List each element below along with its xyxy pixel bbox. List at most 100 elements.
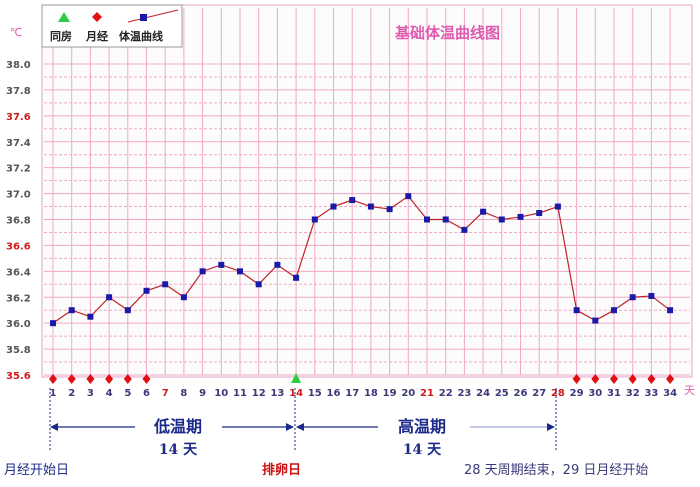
x-tick-label: 11 (233, 388, 247, 399)
x-tick-label: 17 (345, 388, 359, 399)
menstruation-diamond-icon (647, 374, 656, 384)
y-tick-label: 36.0 (6, 319, 31, 330)
x-unit-label: 天 (684, 384, 695, 397)
x-tick-label: 27 (532, 388, 546, 399)
arrow-left-icon (296, 423, 304, 431)
legend-label-intercourse: 同房 (50, 29, 72, 43)
y-tick-label: 36.4 (6, 267, 31, 278)
legend-line-icon (127, 9, 179, 23)
temperature-polyline (52, 195, 671, 324)
y-tick-label: 36.2 (6, 293, 31, 304)
x-tick-label: 4 (106, 388, 113, 399)
x-tick-label: 25 (495, 388, 509, 399)
intercourse-markers (291, 373, 302, 383)
temperature-points (50, 193, 674, 327)
temperature-line (52, 195, 671, 324)
x-tick-label: 2 (68, 388, 75, 399)
temperature-point (667, 307, 674, 314)
menstruation-diamond-icon (591, 374, 600, 384)
x-tick-label: 30 (588, 388, 602, 399)
x-tick-label: 14 (289, 388, 303, 399)
intercourse-triangle-icon (291, 373, 302, 383)
x-tick-label: 6 (143, 388, 150, 399)
temperature-point (255, 281, 262, 288)
temperature-point (573, 307, 580, 314)
temperature-point (554, 203, 561, 210)
ovulation-note: 排卵日 (262, 462, 301, 478)
temperature-point (629, 294, 636, 301)
x-tick-label: 9 (199, 388, 206, 399)
x-tick-label: 3 (87, 388, 94, 399)
y-tick-label: 35.6 (6, 371, 31, 382)
menstruation-diamond-icon (67, 374, 76, 384)
temperature-point (68, 307, 75, 314)
x-tick-label: 24 (476, 388, 490, 399)
temperature-point (442, 216, 449, 223)
menstruation-diamond-icon (572, 374, 581, 384)
temperature-point (162, 281, 169, 288)
menstruation-diamond-icon (123, 374, 132, 384)
temperature-point (536, 210, 543, 217)
legend-label-temperature: 体温曲线 (119, 29, 163, 43)
menstruation-diamond-icon (666, 374, 675, 384)
temperature-point (648, 292, 655, 299)
phase-annotations: 低温期 14 天 高温期 14 天 月经开始日 排卵日 28 天周期结束，29 … (4, 388, 648, 478)
menstruation-markers (49, 374, 675, 384)
low-phase-duration: 14 天 (159, 442, 198, 458)
x-tick-label: 5 (124, 388, 131, 399)
temperature-point (218, 261, 225, 268)
period-start-note: 月经开始日 (4, 463, 69, 478)
x-tick-label: 32 (626, 388, 640, 399)
x-tick-label: 15 (308, 388, 322, 399)
grid (44, 8, 690, 376)
x-axis-ticks: 1 2 3 4 5 6 7 8 9 10 11 12 13 14 15 16 17 18 19 20 21 22 23 24 2… (50, 388, 678, 399)
temperature-point (330, 203, 337, 210)
temperature-point (143, 287, 150, 294)
temperature-point (50, 320, 56, 327)
menstruation-diamond-icon (49, 374, 57, 384)
x-tick-label: 10 (214, 388, 228, 399)
cycle-end-note: 28 天周期结束，29 日月经开始 (464, 463, 648, 478)
y-tick-label: 37.0 (6, 190, 31, 201)
x-tick-label: 7 (162, 388, 169, 399)
x-tick-label: 33 (644, 388, 658, 399)
menstruation-diamond-icon (610, 374, 618, 384)
x-tick-label: 22 (439, 388, 453, 399)
temperature-point (480, 208, 487, 215)
x-tick-label: 8 (180, 388, 187, 399)
temperature-point (293, 274, 300, 281)
x-tick-label: 19 (383, 388, 397, 399)
x-tick-label: 28 (551, 388, 565, 399)
legend-diamond-icon (92, 12, 102, 22)
high-phase-label: 高温期 (398, 417, 446, 436)
legend-box (41, 4, 183, 48)
low-phase-label: 低温期 (153, 417, 202, 436)
temperature-point (87, 313, 94, 320)
x-tick-label: 23 (457, 388, 471, 399)
legend-triangle-icon (58, 12, 70, 22)
legend: 同房 月经 体温曲线 (41, 4, 183, 48)
legend-label-period: 月经 (85, 29, 108, 43)
temperature-point (367, 203, 374, 210)
y-tick-label: 37.4 (6, 138, 31, 149)
temperature-point (386, 206, 393, 213)
temperature-point (592, 317, 599, 324)
y-tick-label: 37.2 (6, 164, 31, 175)
x-tick-label: 1 (50, 388, 57, 399)
arrow-right-icon (286, 423, 294, 431)
temperature-point (405, 193, 412, 200)
x-tick-label: 26 (514, 388, 528, 399)
chart-title: 基础体温曲线图 (394, 24, 500, 42)
temperature-point (424, 216, 430, 223)
y-tick-label: 36.6 (6, 241, 31, 252)
plot-area (41, 4, 693, 378)
x-tick-label: 20 (401, 388, 415, 399)
temperature-point (611, 307, 617, 314)
high-phase-duration: 14 天 (403, 442, 442, 458)
menstruation-diamond-icon (86, 374, 95, 384)
x-tick-label: 18 (364, 388, 378, 399)
x-tick-label: 16 (327, 388, 341, 399)
temperature-point (274, 261, 281, 268)
x-tick-label: 34 (663, 388, 677, 399)
